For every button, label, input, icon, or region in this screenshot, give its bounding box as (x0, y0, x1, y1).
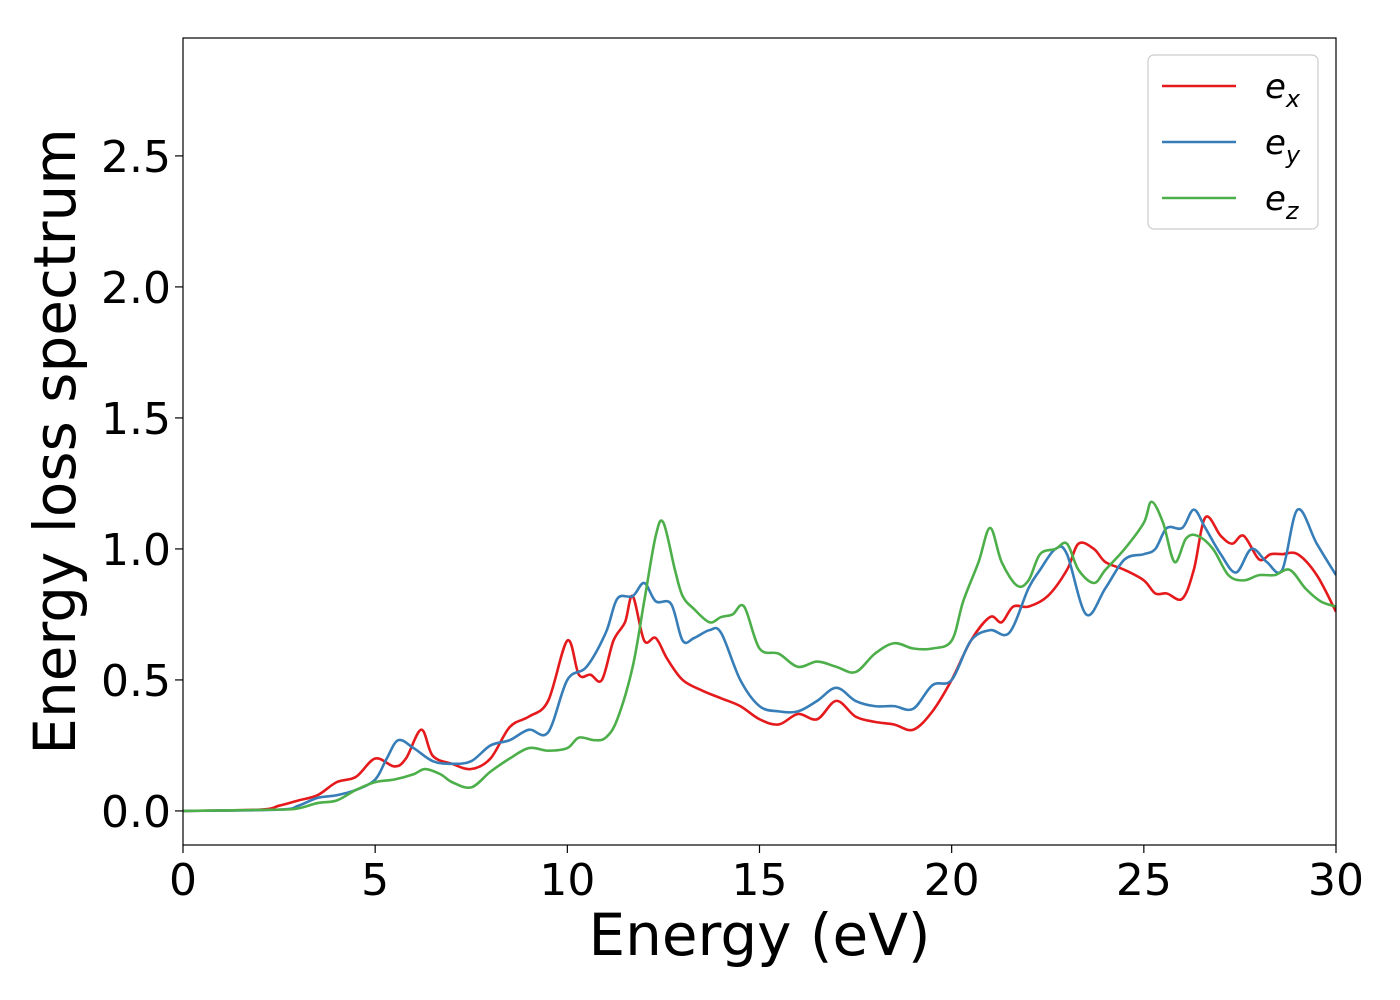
x-tick-label: 0 (169, 855, 197, 906)
y-tick-label: 1.5 (101, 394, 171, 445)
x-tick-label: 20 (924, 855, 980, 906)
y-tick-label: 1.0 (101, 525, 171, 576)
legend-label-z: ez (1265, 179, 1300, 225)
y-axis-label: Energy loss spectrum (21, 128, 89, 754)
x-tick-label: 30 (1308, 855, 1364, 906)
y-tick-label: 0.5 (101, 656, 171, 707)
y-tick-label: 0.0 (101, 787, 171, 838)
x-tick-label: 15 (732, 855, 788, 906)
y-axis-ticks: 0.0 0.5 1.0 1.5 2.0 2.5 (101, 132, 183, 838)
legend-label-x: ex (1265, 67, 1301, 113)
series-line-x (183, 515, 1336, 813)
x-axis-ticks: 0 5 10 15 20 25 30 (169, 845, 1364, 906)
x-axis-label: Energy (eV) (588, 901, 930, 969)
y-tick-label: 2.5 (101, 132, 171, 183)
legend: ex ey ez (1147, 54, 1319, 230)
series-layer (183, 500, 1336, 813)
series-line-z (183, 500, 1336, 813)
x-tick-label: 5 (361, 855, 389, 906)
x-tick-label: 10 (539, 855, 595, 906)
legend-label-y: ey (1265, 123, 1301, 169)
y-tick-label: 2.0 (101, 263, 171, 314)
x-tick-label: 25 (1116, 855, 1172, 906)
series-line-y (183, 508, 1336, 813)
